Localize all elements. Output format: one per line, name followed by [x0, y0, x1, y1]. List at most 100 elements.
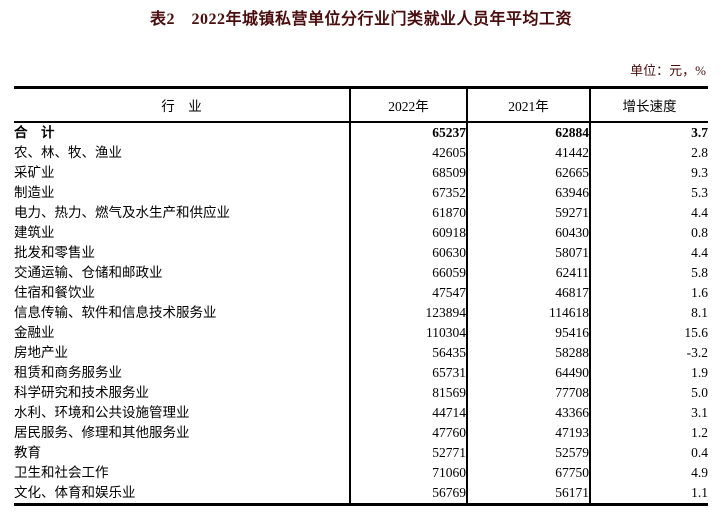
value-2021: 64490	[466, 362, 590, 383]
value-2021: 52579	[466, 442, 590, 463]
industry-name: 文化、体育和娱乐业	[14, 484, 136, 500]
industry-name: 住宿和餐饮业	[14, 284, 95, 300]
industry-name: 教育	[14, 444, 41, 460]
table-row: 卫生和社会工作 71060 67750 4.9	[14, 462, 708, 483]
table-row: 科学研究和技术服务业 81569 77708 5.0	[14, 382, 708, 403]
value-2021: 60430	[466, 222, 590, 243]
growth-rate: 4.4	[589, 242, 708, 263]
growth-rate: 2.8	[589, 142, 708, 163]
table-row: 建筑业 60918 60430 0.8	[14, 222, 708, 243]
industry-name: 水利、环境和公共设施管理业	[14, 404, 190, 420]
value-2021: 46817	[466, 282, 590, 303]
page-title: 表2 2022年城镇私营单位分行业门类就业人员年平均工资	[149, 11, 572, 28]
growth-rate: 3.7	[589, 121, 708, 143]
table-row: 文化、体育和娱乐业 56769 56171 1.1	[14, 482, 708, 504]
table-row: 租赁和商务服务业 65731 64490 1.9	[14, 362, 708, 383]
growth-rate: 9.3	[589, 162, 708, 183]
table-row: 金融业 110304 95416 15.6	[14, 322, 708, 343]
growth-rate: 8.1	[589, 302, 708, 323]
growth-rate: 4.4	[589, 202, 708, 223]
growth-rate: 1.2	[589, 422, 708, 443]
growth-rate: 1.9	[589, 362, 708, 383]
value-2022: 81569	[349, 382, 467, 403]
industry-name: 制造业	[14, 184, 55, 200]
table-row: 教育 52771 52579 0.4	[14, 442, 708, 463]
document-page: 表2 2022年城镇私营单位分行业门类就业人员年平均工资 单位：元，% 行 业 …	[14, 11, 708, 506]
value-2022: 68509	[349, 162, 467, 183]
table-row: 信息传输、软件和信息技术服务业 123894 114618 8.1	[14, 302, 708, 323]
growth-rate: 4.9	[589, 462, 708, 483]
table-row: 农、林、牧、渔业 42605 41442 2.8	[14, 142, 708, 163]
industry-name: 房地产业	[14, 344, 68, 360]
growth-rate: -3.2	[589, 342, 708, 363]
industry-name: 采矿业	[14, 164, 55, 180]
value-2022: 42605	[349, 142, 467, 163]
value-2022: 52771	[349, 442, 467, 463]
table-header-row: 行 业 2022年 2021年 增长速度	[14, 87, 708, 123]
value-2022: 67352	[349, 182, 467, 203]
value-2021: 43366	[466, 402, 590, 423]
growth-rate: 5.3	[589, 182, 708, 203]
value-2021: 95416	[466, 322, 590, 343]
value-2022: 65237	[349, 121, 467, 143]
industry-name: 信息传输、软件和信息技术服务业	[14, 304, 217, 320]
industry-name: 金融业	[14, 324, 55, 340]
value-2021: 62665	[466, 162, 590, 183]
value-2021: 59271	[466, 202, 590, 223]
value-2021: 62884	[466, 121, 590, 143]
value-2021: 67750	[466, 462, 590, 483]
industry-name: 批发和零售业	[14, 244, 95, 260]
wage-table: 行 业 2022年 2021年 增长速度 合 计 65237 62884 3.7 农、林…	[14, 86, 708, 506]
value-2021: 58288	[466, 342, 590, 363]
value-2022: 110304	[349, 322, 467, 343]
table-row: 房地产业 56435 58288 -3.2	[14, 342, 708, 363]
growth-rate: 5.0	[589, 382, 708, 403]
industry-name: 居民服务、修理和其他服务业	[14, 424, 190, 440]
value-2022: 56435	[349, 342, 467, 363]
table-row: 制造业 67352 63946 5.3	[14, 182, 708, 203]
industry-name: 交通运输、仓储和邮政业	[14, 264, 163, 280]
table-row: 住宿和餐饮业 47547 46817 1.6	[14, 282, 708, 303]
value-2022: 123894	[349, 302, 467, 323]
industry-name: 合 计	[14, 124, 55, 140]
column-header-industry: 行 业	[14, 87, 350, 123]
value-2022: 60918	[349, 222, 467, 243]
value-2022: 65731	[349, 362, 467, 383]
growth-rate: 0.4	[589, 442, 708, 463]
value-2021: 56171	[466, 482, 590, 504]
column-header-2022: 2022年	[349, 87, 467, 123]
table-row: 居民服务、修理和其他服务业 47760 47193 1.2	[14, 422, 708, 443]
value-2021: 114618	[466, 302, 590, 323]
growth-rate: 15.6	[589, 322, 708, 343]
value-2021: 41442	[466, 142, 590, 163]
industry-name: 卫生和社会工作	[14, 464, 109, 480]
table-header: 行 业 2022年 2021年 增长速度	[14, 87, 708, 123]
industry-name: 建筑业	[14, 224, 55, 240]
growth-rate: 5.8	[589, 262, 708, 283]
growth-rate: 1.1	[589, 482, 708, 504]
table-row: 批发和零售业 60630 58071 4.4	[14, 242, 708, 263]
value-2022: 47760	[349, 422, 467, 443]
industry-name: 农、林、牧、渔业	[14, 144, 122, 160]
table-row: 电力、热力、燃气及水生产和供应业 61870 59271 4.4	[14, 202, 708, 223]
industry-name: 科学研究和技术服务业	[14, 384, 149, 400]
growth-rate: 1.6	[589, 282, 708, 303]
value-2022: 56769	[349, 482, 467, 504]
value-2022: 60630	[349, 242, 467, 263]
unit-note: 单位：元，%	[630, 63, 706, 78]
industry-name: 租赁和商务服务业	[14, 364, 122, 380]
table-body: 合 计 65237 62884 3.7 农、林、牧、渔业 42605 41442 2.8 采矿业…	[14, 121, 708, 504]
value-2022: 66059	[349, 262, 467, 283]
table-row: 采矿业 68509 62665 9.3	[14, 162, 708, 183]
value-2021: 77708	[466, 382, 590, 403]
value-2021: 63946	[466, 182, 590, 203]
table-row: 交通运输、仓储和邮政业 66059 62411 5.8	[14, 262, 708, 283]
value-2022: 71060	[349, 462, 467, 483]
growth-rate: 3.1	[589, 402, 708, 423]
value-2022: 44714	[349, 402, 467, 423]
value-2022: 61870	[349, 202, 467, 223]
value-2021: 58071	[466, 242, 590, 263]
growth-rate: 0.8	[589, 222, 708, 243]
column-header-growth: 增长速度	[589, 87, 708, 123]
value-2022: 47547	[349, 282, 467, 303]
